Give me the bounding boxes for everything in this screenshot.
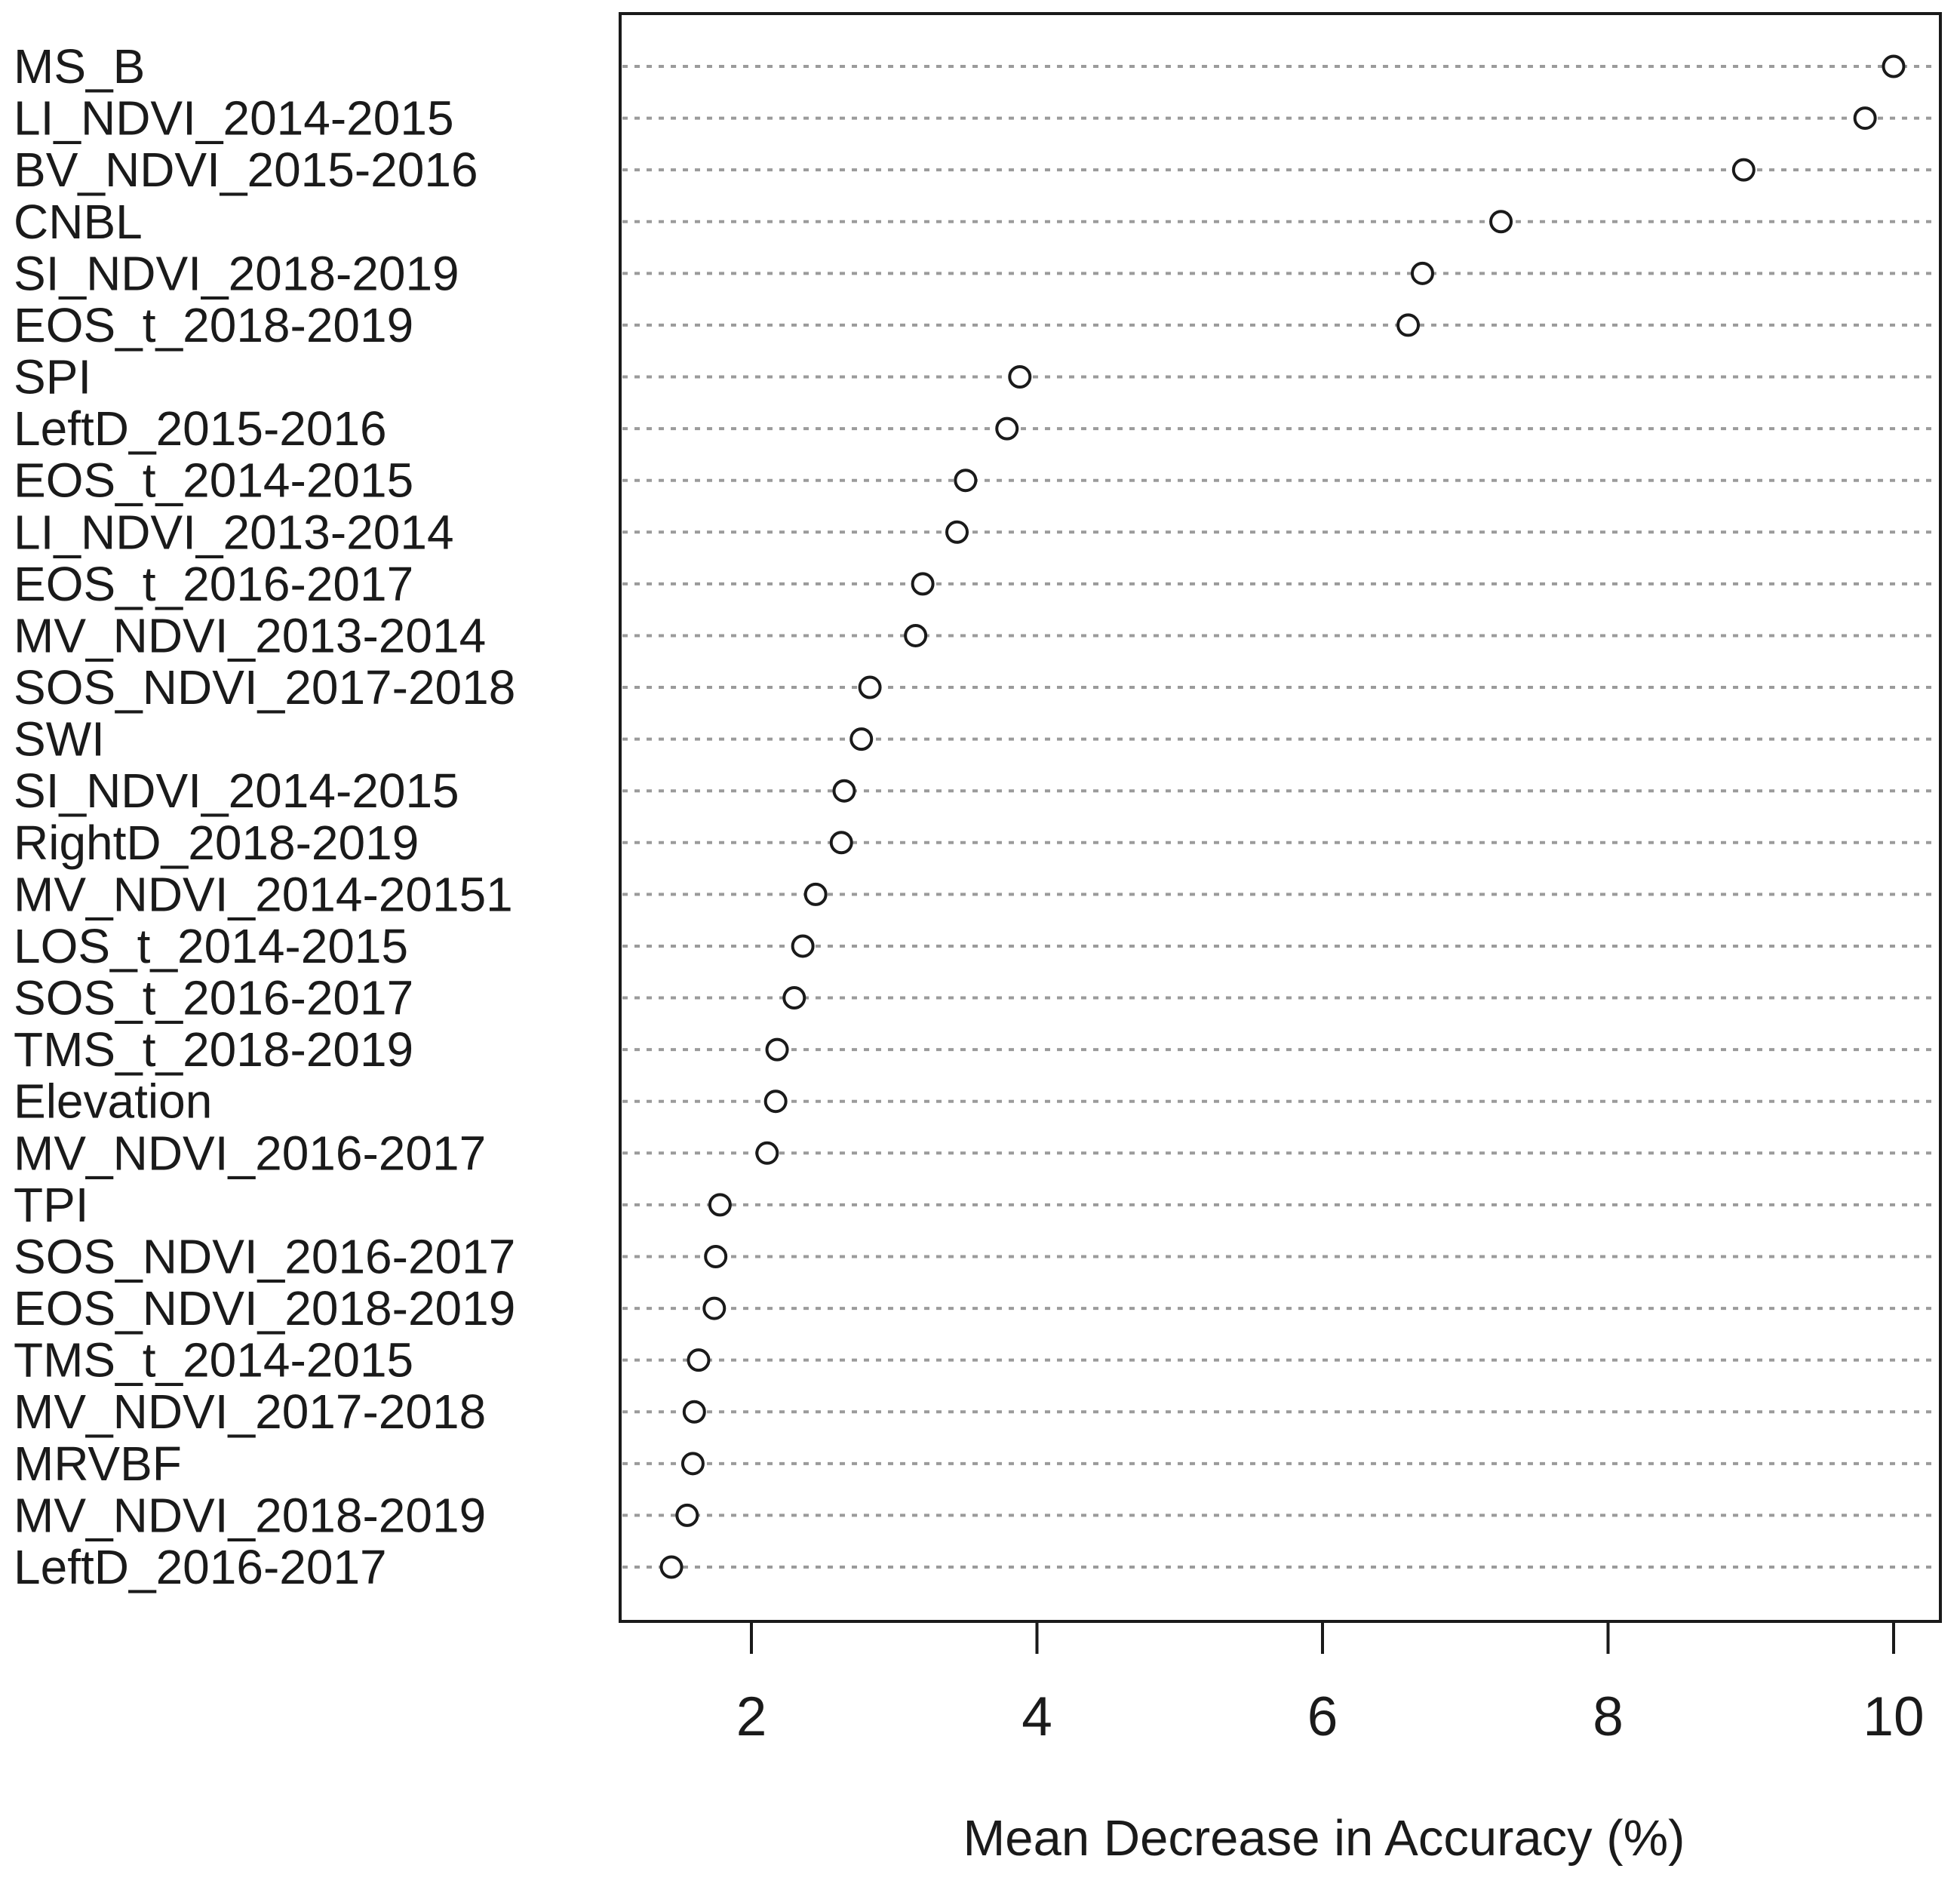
grid-layer bbox=[622, 65, 1938, 1569]
data-point bbox=[829, 831, 853, 855]
category-label: SPI bbox=[14, 350, 91, 404]
category-label: LI_NDVI_2013-2014 bbox=[14, 505, 454, 559]
category-label: Elevation bbox=[14, 1074, 212, 1129]
data-point bbox=[675, 1503, 699, 1527]
category-label: SOS_NDVI_2016-2017 bbox=[14, 1229, 515, 1283]
data-point bbox=[791, 934, 815, 958]
category-label: MV_NDVI_2018-2019 bbox=[14, 1488, 486, 1542]
x-tick-label: 4 bbox=[1021, 1686, 1052, 1747]
x-axis-title: Mean Decrease in Accuracy (%) bbox=[963, 1810, 1685, 1867]
data-point bbox=[708, 1193, 732, 1217]
category-label: TPI bbox=[14, 1178, 89, 1232]
x-tick-label: 6 bbox=[1307, 1686, 1338, 1747]
data-point bbox=[680, 1452, 705, 1476]
category-label-layer: MS_BLI_NDVI_2014-2015BV_NDVI_2015-2016CN… bbox=[14, 39, 515, 1594]
data-point bbox=[782, 986, 806, 1010]
data-point bbox=[945, 520, 969, 544]
category-label: EOS_t_2018-2019 bbox=[14, 298, 413, 352]
category-label: MV_NDVI_2017-2018 bbox=[14, 1384, 486, 1439]
data-point bbox=[832, 779, 856, 803]
category-label: EOS_t_2014-2015 bbox=[14, 453, 413, 508]
data-point bbox=[1008, 365, 1032, 389]
data-point bbox=[755, 1141, 779, 1165]
category-label: LI_NDVI_2014-2015 bbox=[14, 91, 454, 146]
data-point bbox=[1882, 54, 1906, 78]
category-label: RightD_2018-2019 bbox=[14, 816, 419, 870]
data-point bbox=[904, 623, 928, 647]
data-point bbox=[803, 882, 828, 906]
data-point bbox=[763, 1089, 788, 1114]
data-point bbox=[849, 727, 874, 751]
data-point bbox=[995, 416, 1019, 441]
data-point bbox=[954, 469, 978, 493]
category-label: MS_B bbox=[14, 39, 145, 94]
data-point bbox=[911, 572, 935, 596]
x-axis-layer: 2 4 6 8 10 bbox=[736, 1621, 1925, 1747]
category-label: MV_NDVI_2016-2017 bbox=[14, 1126, 486, 1180]
data-point bbox=[659, 1555, 684, 1579]
data-point-layer bbox=[659, 54, 1906, 1579]
category-label: TMS_t_2014-2015 bbox=[14, 1333, 413, 1388]
data-point bbox=[682, 1400, 706, 1424]
category-label: LeftD_2016-2017 bbox=[14, 1540, 387, 1594]
data-point bbox=[858, 675, 882, 699]
category-label: EOS_t_2016-2017 bbox=[14, 557, 413, 611]
category-label: LOS_t_2014-2015 bbox=[14, 919, 408, 973]
data-point bbox=[765, 1037, 789, 1062]
x-tick-label: 2 bbox=[736, 1686, 767, 1747]
category-label: MV_NDVI_2014-20151 bbox=[14, 867, 513, 921]
category-label: SI_NDVI_2018-2019 bbox=[14, 246, 459, 300]
data-point bbox=[1410, 261, 1434, 285]
category-label: BV_NDVI_2015-2016 bbox=[14, 143, 478, 197]
category-label: SI_NDVI_2014-2015 bbox=[14, 764, 459, 818]
data-point bbox=[704, 1244, 728, 1268]
category-label: CNBL bbox=[14, 195, 143, 249]
x-tick-label: 8 bbox=[1593, 1686, 1624, 1747]
category-label: SWI bbox=[14, 712, 105, 767]
data-point bbox=[702, 1296, 727, 1320]
plot-border bbox=[619, 12, 1942, 1623]
category-label: MV_NDVI_2013-2014 bbox=[14, 608, 486, 662]
category-label: EOS_NDVI_2018-2019 bbox=[14, 1281, 515, 1335]
x-tick-label: 10 bbox=[1863, 1686, 1924, 1747]
data-point bbox=[1489, 210, 1513, 234]
data-point bbox=[1853, 106, 1877, 131]
category-label: SOS_t_2016-2017 bbox=[14, 971, 413, 1025]
category-label: TMS_t_2018-2019 bbox=[14, 1022, 413, 1077]
data-point bbox=[1731, 158, 1756, 182]
category-label: LeftD_2015-2016 bbox=[14, 401, 387, 456]
category-label: SOS_NDVI_2017-2018 bbox=[14, 660, 515, 715]
data-point bbox=[1396, 313, 1421, 337]
category-label: MRVBF bbox=[14, 1437, 182, 1491]
data-point bbox=[687, 1348, 711, 1372]
